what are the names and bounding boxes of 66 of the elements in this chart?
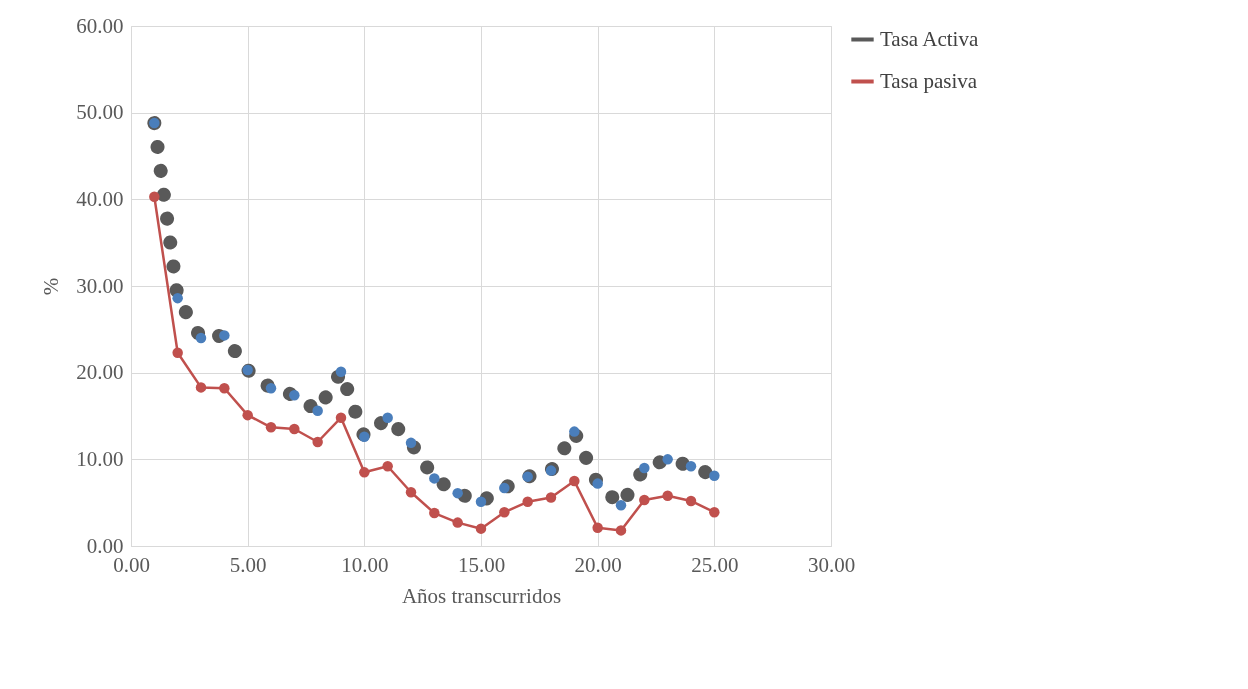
legend-label: Tasa pasiva — [880, 68, 978, 93]
point — [382, 461, 393, 472]
point — [242, 409, 253, 421]
point — [709, 470, 720, 482]
point — [359, 431, 370, 443]
point — [265, 383, 277, 394]
point — [522, 471, 533, 482]
point — [149, 191, 160, 202]
x-tick-label: 25.00 — [691, 552, 739, 577]
point — [639, 462, 650, 474]
point — [592, 478, 603, 489]
x-tick-label: 20.00 — [574, 552, 622, 577]
point — [685, 461, 697, 472]
point — [429, 473, 440, 484]
y-axis-title: % — [39, 277, 64, 296]
y-tick-label: 20.00 — [76, 360, 124, 385]
y-tick-label: 50.00 — [76, 100, 124, 125]
point — [545, 465, 557, 476]
x-tick-label: 15.00 — [457, 552, 506, 577]
point — [289, 423, 300, 435]
point — [452, 487, 463, 499]
y-tick-label: 60.00 — [76, 13, 124, 38]
point — [662, 454, 673, 465]
point — [219, 383, 230, 394]
point — [335, 412, 347, 423]
point — [709, 506, 720, 518]
point — [359, 467, 370, 478]
point — [195, 332, 207, 344]
x-tick-label: 5.00 — [229, 552, 267, 577]
point — [499, 506, 510, 518]
point — [195, 382, 207, 393]
point — [219, 330, 230, 341]
point — [242, 364, 253, 376]
point — [289, 389, 300, 401]
x-tick-label: 30.00 — [807, 552, 856, 577]
point — [312, 405, 323, 417]
point — [592, 522, 603, 534]
point — [382, 412, 393, 423]
point — [475, 496, 487, 508]
point — [429, 507, 440, 519]
point — [615, 525, 627, 536]
point — [545, 492, 557, 503]
point — [475, 523, 487, 534]
point — [149, 117, 160, 129]
point — [335, 366, 347, 378]
x-axis-title: Años transcurridos — [401, 583, 562, 608]
x-tick-label: 10.00 — [341, 552, 389, 577]
point — [569, 475, 580, 487]
point — [405, 437, 417, 449]
point — [662, 490, 673, 501]
y-tick-label: 30.00 — [76, 273, 124, 298]
y-tick-label: 10.00 — [76, 446, 124, 471]
point — [685, 495, 697, 507]
point — [499, 482, 510, 494]
point — [452, 517, 463, 528]
point — [312, 436, 323, 448]
point — [569, 426, 580, 437]
y-tick-label: 40.00 — [76, 186, 124, 211]
point — [639, 494, 650, 506]
point — [172, 347, 183, 358]
point — [172, 292, 183, 304]
point — [615, 500, 627, 511]
point — [405, 487, 417, 498]
point — [265, 422, 277, 433]
point — [522, 496, 533, 508]
legend-label: Tasa Activa — [880, 26, 979, 51]
